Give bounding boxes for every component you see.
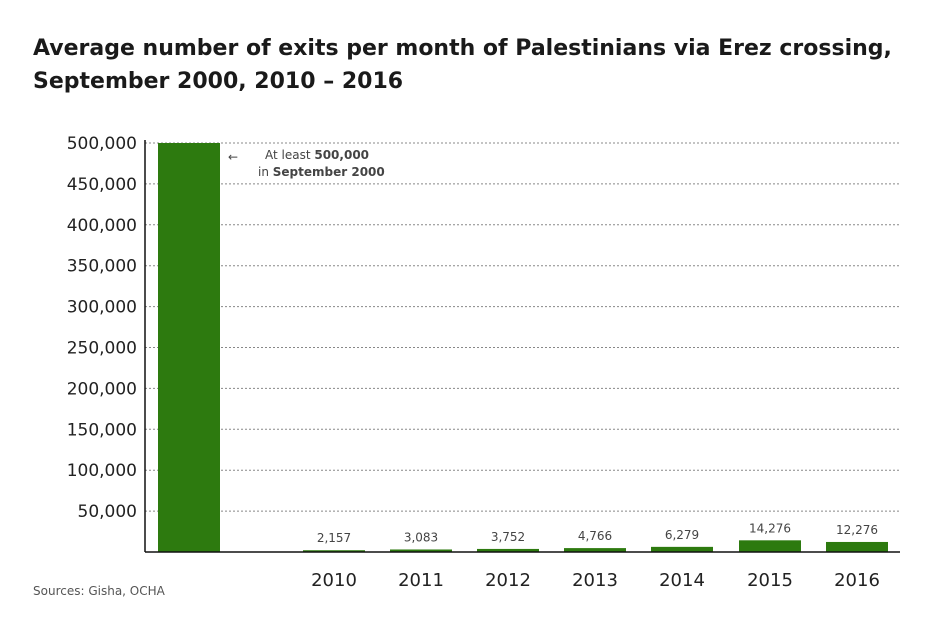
- bar: [651, 546, 713, 552]
- x-tick-label: 2016: [834, 570, 880, 591]
- bar: [390, 549, 452, 552]
- x-tick-label: 2013: [572, 570, 618, 591]
- subtitle-line: September 2000, 2010 – 2016: [33, 69, 404, 94]
- y-tick-label: 200,000: [67, 379, 137, 399]
- title-line: Average number of exits per month of Pal…: [33, 36, 892, 61]
- annotation-arrow: ←: [228, 150, 238, 164]
- bar: [158, 143, 220, 552]
- source-note: Sources: Gisha, OCHA: [33, 584, 165, 598]
- y-tick-label: 100,000: [67, 461, 137, 481]
- data-label: 3,752: [491, 530, 525, 544]
- x-tick-label: 2015: [747, 570, 793, 591]
- x-tick-label: 2012: [485, 570, 531, 591]
- annotation-line-2: in September 2000: [258, 165, 385, 179]
- bar: [303, 550, 365, 552]
- data-label: 3,083: [404, 530, 438, 544]
- x-tick-label: 2010: [311, 570, 357, 591]
- y-tick-label: 50,000: [78, 502, 137, 522]
- y-tick-label: 300,000: [67, 298, 137, 318]
- y-tick-label: 400,000: [67, 216, 137, 236]
- data-label: 12,276: [836, 523, 878, 537]
- bar: [739, 540, 801, 552]
- y-tick-label: 450,000: [67, 175, 137, 195]
- chart-title: Average number of exits per month of Pal…: [33, 32, 913, 98]
- annotation-line-1: At least 500,000: [265, 148, 369, 162]
- bar: [826, 541, 888, 552]
- y-tick-label: 500,000: [67, 134, 137, 154]
- bar: [477, 548, 539, 552]
- y-tick-label: 150,000: [67, 420, 137, 440]
- y-tick-label: 350,000: [67, 257, 137, 277]
- data-label: 6,279: [665, 528, 699, 542]
- y-tick-label: 250,000: [67, 339, 137, 359]
- x-tick-label: 2014: [659, 570, 705, 591]
- data-label: 4,766: [578, 529, 612, 543]
- data-label: 2,157: [317, 531, 351, 545]
- bar: [564, 548, 626, 552]
- x-tick-label: 2011: [398, 570, 444, 591]
- data-label: 14,276: [749, 521, 791, 535]
